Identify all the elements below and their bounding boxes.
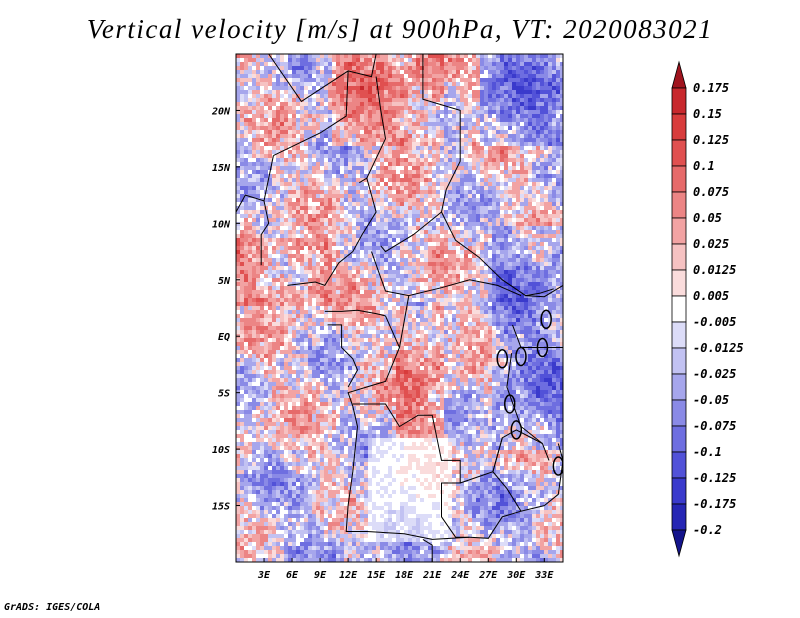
x-tick-label: 3E <box>257 570 271 581</box>
y-tick-label: 10S <box>212 445 230 456</box>
colorbar-bin <box>671 139 687 167</box>
colorbar-bin <box>671 165 687 193</box>
x-tick-label: 27E <box>478 570 498 581</box>
colorbar-bin <box>671 321 687 349</box>
colorbar-label: 0.1 <box>693 159 715 173</box>
colorbar-bin <box>671 243 687 271</box>
x-tick-label: 30E <box>506 570 526 581</box>
colorbar-bin <box>671 451 687 479</box>
velocity-field <box>236 54 563 562</box>
colorbar-bin <box>671 191 687 219</box>
colorbar-bin <box>671 269 687 297</box>
colorbar-label: -0.175 <box>693 497 736 511</box>
map-frame <box>235 53 564 563</box>
x-tick-label: 24E <box>450 570 470 581</box>
colorbar-label: 0.075 <box>693 185 729 199</box>
colorbar-label: -0.005 <box>693 315 736 329</box>
colorbar-bin <box>671 113 687 141</box>
country-borders <box>236 54 563 562</box>
grads-credit: GrADS: IGES/COLA <box>4 602 101 613</box>
colorbar-label: 0.005 <box>693 289 729 303</box>
y-tick-label: 15S <box>212 502 230 513</box>
y-tick-label: 5N <box>218 276 231 287</box>
x-tick-label: 21E <box>422 570 442 581</box>
colorbar-bin <box>671 529 687 558</box>
y-tick-label: 20N <box>211 106 231 117</box>
colorbar-bin <box>671 503 687 531</box>
colorbar-label: -0.125 <box>693 471 736 485</box>
x-tick-label: 15E <box>367 570 386 581</box>
x-tick-label: 12E <box>339 570 358 581</box>
colorbar-label: 0.025 <box>693 237 729 251</box>
colorbar-label: -0.2 <box>693 523 722 537</box>
y-tick-label: 10N <box>212 219 231 230</box>
colorbar-label: 0.05 <box>693 211 722 225</box>
y-axis: 20N 15N 10N 5N EQ 5S 10S 15S <box>211 106 240 513</box>
y-tick-label: 5S <box>218 389 230 400</box>
colorbar-label: 0.0125 <box>693 263 736 277</box>
colorbar-label: 0.125 <box>693 133 729 147</box>
x-tick-label: 6E <box>286 570 299 581</box>
colorbar-label: 0.175 <box>693 81 729 95</box>
colorbar-label: -0.1 <box>693 445 722 459</box>
colorbar-bin <box>671 347 687 375</box>
x-tick-label: 9E <box>314 570 327 581</box>
colorbar-bin <box>671 295 687 323</box>
colorbar-label: -0.025 <box>693 367 736 381</box>
colorbar-label: -0.0125 <box>693 341 744 355</box>
colorbar-bin <box>671 399 687 427</box>
colorbar-bin <box>671 477 687 505</box>
colorbar: 0.175 0.15 0.125 0.1 0.075 0.05 0.025 0.0125 0.0… <box>671 60 744 558</box>
chart-title: Vertical velocity [m/s] at 900hPa, VT: 2… <box>86 14 714 44</box>
y-tick-label: 15N <box>212 163 231 174</box>
colorbar-bin <box>671 60 687 89</box>
x-tick-label: 33E <box>534 570 554 581</box>
colorbar-label: -0.05 <box>693 393 729 407</box>
y-tick-label: EQ <box>218 332 230 343</box>
colorbar-label: -0.075 <box>693 419 736 433</box>
x-axis: 3E 6E 9E 12E 15E 18E 21E 24E 27E 30E 33E <box>257 558 554 581</box>
colorbar-bin <box>671 425 687 453</box>
colorbar-bin <box>671 373 687 401</box>
colorbar-bin <box>671 87 687 115</box>
colorbar-bin <box>671 217 687 245</box>
colorbar-label: 0.15 <box>693 107 722 121</box>
x-tick-label: 18E <box>395 570 414 581</box>
